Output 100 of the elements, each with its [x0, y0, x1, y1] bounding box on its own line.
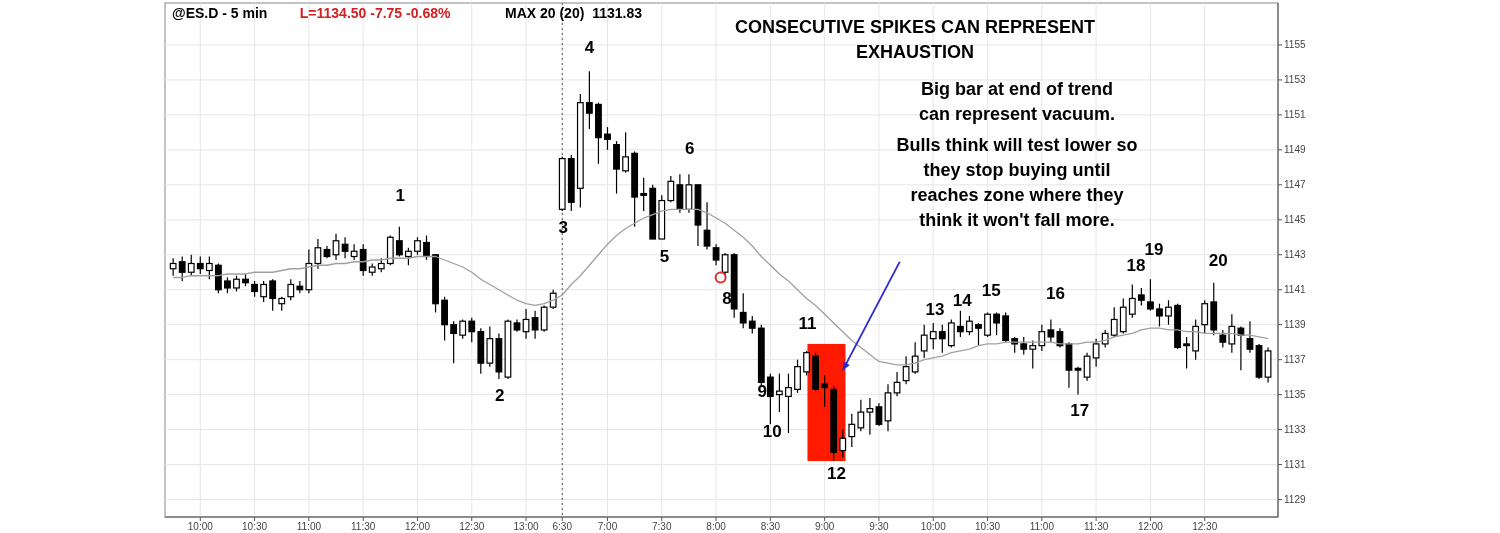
x-tick-label: 9:30 — [869, 521, 890, 532]
candlestick — [1201, 299, 1209, 335]
candlestick — [205, 255, 213, 280]
annotation: 2 — [495, 385, 505, 405]
annotation: 9 — [757, 382, 767, 402]
candlestick — [839, 428, 847, 459]
candlestick — [423, 234, 430, 261]
y-tick-label: 1145 — [1284, 214, 1306, 226]
candlestick — [450, 320, 458, 364]
candlestick — [260, 280, 268, 303]
y-tick-label: 1143 — [1284, 249, 1306, 261]
x-tick-label: 12:00 — [1137, 521, 1164, 532]
candlestick — [1147, 278, 1154, 312]
x-tick-label: 10:30 — [242, 521, 268, 532]
candlestick — [803, 350, 810, 376]
y-tick-label: 1141 — [1284, 284, 1306, 296]
candlestick — [785, 373, 792, 434]
y-tick-label: 1137 — [1284, 354, 1306, 366]
x-tick-label: 7:30 — [652, 521, 672, 532]
y-tick-label: 1133 — [1284, 424, 1306, 436]
candlestick — [540, 304, 548, 333]
candlestick — [1128, 283, 1136, 319]
candlestick — [667, 175, 675, 203]
y-tick-label: 1139 — [1284, 319, 1306, 331]
candlestick — [341, 236, 349, 259]
x-tick-label: 12:00 — [404, 521, 431, 532]
x-tick-label: 12:30 — [459, 521, 485, 532]
x-tick-label: 13:00 — [513, 521, 539, 532]
candlestick — [187, 254, 195, 277]
annotation: 13 — [925, 299, 945, 319]
x-tick-label: 7:00 — [597, 521, 618, 532]
candlestick — [821, 374, 829, 408]
annotation: 8 — [722, 289, 732, 309]
annotation: 15 — [981, 280, 1001, 300]
candlestick — [956, 310, 964, 338]
annotation: 4 — [584, 37, 595, 57]
candlestick — [350, 243, 358, 261]
y-tick-label: 1153 — [1284, 74, 1306, 86]
x-tick-label: 11:30 — [1083, 521, 1109, 532]
x-tick-label: 6:30 — [552, 521, 573, 532]
candlestick — [1074, 366, 1082, 396]
candlestick — [178, 255, 186, 282]
annotation: can represent vacuum. — [918, 104, 1116, 124]
text: CONSECUTIVE SPIKES CAN REPRESENT EXHAUSTION — [734, 17, 1096, 62]
y-tick-label: 1129 — [1284, 494, 1306, 506]
annotation: 20 — [1208, 250, 1228, 270]
annotation: 17 — [1070, 401, 1090, 421]
candlestick — [776, 373, 783, 413]
candlestick — [794, 359, 801, 394]
candlestick — [866, 397, 874, 436]
candlestick — [1165, 299, 1172, 326]
candlestick — [1110, 306, 1118, 338]
y-tick-label: 1155 — [1284, 39, 1306, 51]
candlestick — [766, 373, 774, 425]
candlestick — [622, 131, 629, 174]
candlestick — [359, 243, 367, 277]
y-tick-label: 1135 — [1284, 389, 1306, 401]
annotation: 19 — [1144, 240, 1164, 260]
candlestick — [395, 226, 403, 258]
candlestick — [902, 355, 910, 385]
candlestick — [1183, 336, 1191, 369]
annotation: MAX 20 (20) 1131.83 — [505, 5, 643, 21]
candlestick — [721, 252, 729, 277]
candlestick — [640, 177, 648, 212]
candlestick — [984, 311, 991, 338]
annotation: Big bar at end of trend — [920, 79, 1114, 99]
candlestick — [993, 311, 1000, 336]
annotation: 11 — [798, 313, 817, 333]
annotation: 12 — [826, 464, 846, 484]
annotation: 6 — [685, 139, 695, 159]
candlestick — [169, 257, 177, 277]
annotation: 3 — [558, 217, 568, 237]
candlestick — [1156, 303, 1163, 328]
candlestick — [585, 70, 593, 130]
annotation: 5 — [659, 247, 670, 267]
annotation: reaches zone where they — [910, 185, 1124, 205]
candlestick — [929, 322, 937, 350]
candlestick — [1047, 318, 1055, 343]
x-tick-label: 9:00 — [814, 521, 835, 532]
y-tick-label: 1149 — [1284, 144, 1306, 156]
annotation: @ES.D - 5 min — [172, 5, 268, 21]
candlestick — [1228, 313, 1236, 354]
candlestick — [1246, 320, 1254, 354]
candlestick — [269, 278, 277, 312]
y-tick-label: 1147 — [1284, 179, 1306, 191]
annotation: 1 — [395, 186, 405, 206]
annotation: they stop buying until — [923, 160, 1111, 180]
candlestick — [911, 341, 919, 375]
x-tick-label: 11:30 — [351, 521, 376, 532]
candlestick — [857, 399, 865, 432]
y-tick-label: 1151 — [1284, 109, 1306, 121]
candlestick — [920, 324, 928, 359]
candlestick — [875, 402, 883, 427]
candlestick — [938, 324, 946, 354]
candlestick — [1029, 339, 1037, 369]
x-tick-label: 11:00 — [1029, 521, 1055, 532]
x-tick-label: 8:30 — [760, 521, 781, 532]
y-tick-label: 1131 — [1284, 459, 1306, 471]
x-tick-label: 10:30 — [975, 521, 1001, 532]
candlestick — [1083, 352, 1091, 382]
